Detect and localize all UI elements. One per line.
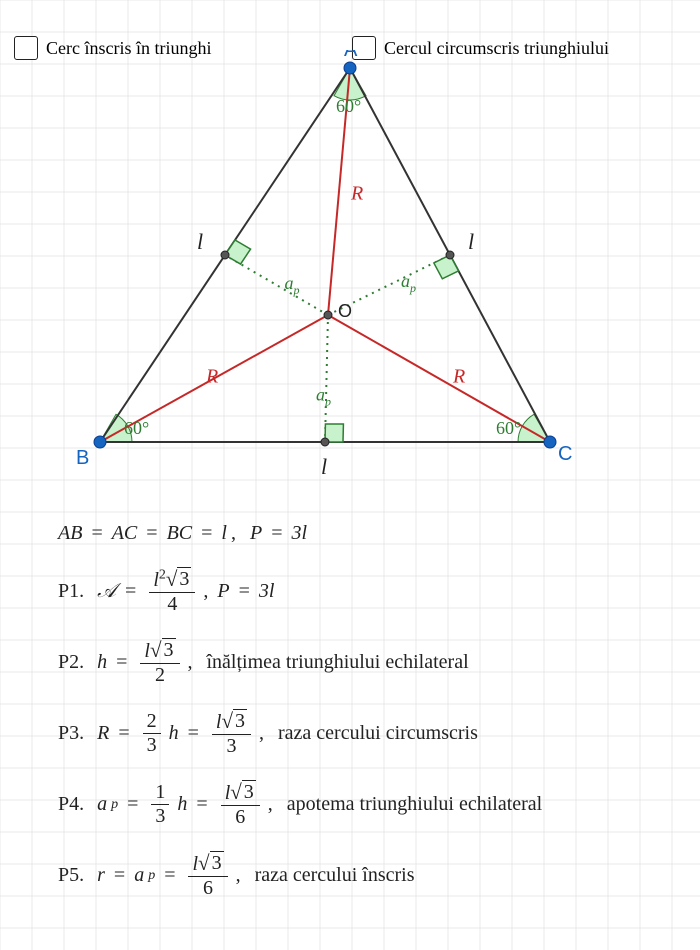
svg-text:ap: ap [285,273,300,297]
triangle-diagram: A B C Ol l l R R Rap ap ap 60° 60° 60° [60,50,640,490]
svg-text:R: R [205,366,218,388]
svg-text:O: O [338,301,352,321]
formula-p1: P1. 𝒜 = l2√3 4 , P = 3l [58,567,658,616]
formula-p4: P4. ap = 1 3 h = l√3 6 , apotema triungh… [58,780,658,829]
svg-text:R: R [350,183,363,205]
svg-text:ap: ap [401,271,416,295]
formula-panel: AB = AC = BC = l, P = 3l P1. 𝒜 = l2√3 4 … [58,522,658,922]
svg-text:l: l [468,229,474,254]
svg-text:60°: 60° [336,96,361,116]
svg-text:C: C [558,443,572,465]
svg-text:60°: 60° [124,418,149,438]
svg-text:l: l [197,229,203,254]
svg-text:60°: 60° [496,418,521,438]
formula-sides: AB = AC = BC = l, P = 3l [58,522,658,545]
formula-p3: P3. R = 2 3 h = l√3 3 , raza cercului ci… [58,709,658,758]
svg-text:ap: ap [316,385,331,409]
formula-p2: P2. h = l√3 2 , înălțimea triunghiului e… [58,638,658,687]
formula-p5: P5. r = ap = l√3 6 , raza cercului înscr… [58,851,658,900]
checkbox-inscribed[interactable] [14,36,38,60]
svg-text:l: l [321,454,327,479]
svg-text:B: B [76,447,89,469]
svg-text:R: R [452,366,465,388]
svg-text:A: A [344,50,358,61]
